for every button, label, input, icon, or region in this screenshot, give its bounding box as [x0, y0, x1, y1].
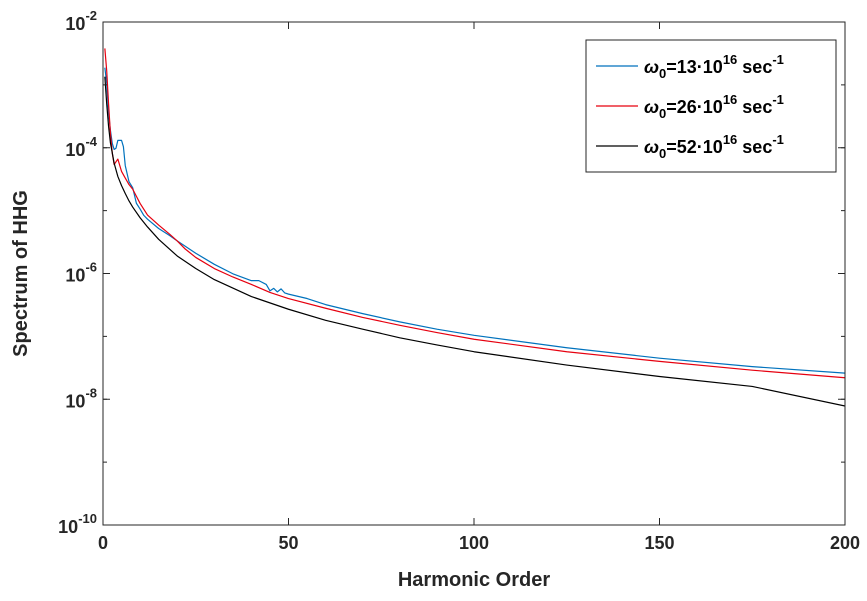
y-axis-label: Spectrum of HHG [10, 190, 32, 357]
legend-label-1: ω0=13·1016 sec-1 [644, 52, 784, 81]
x-tick-label: 100 [459, 533, 489, 553]
series-line-3 [104, 76, 845, 407]
y-tick-label: 10-8 [65, 385, 97, 411]
x-tick-label: 0 [98, 533, 108, 553]
legend: ω0=13·1016 sec-1 ω0=26·1016 sec-1 ω0=52·10… [585, 39, 837, 173]
y-tick-label: 10-10 [58, 511, 97, 537]
y-tick-label: 10-2 [65, 8, 97, 34]
legend-label-3: ω0=52·1016 sec-1 [644, 132, 784, 161]
series-line-1 [104, 67, 845, 374]
plot-area [104, 48, 845, 407]
x-axis-label: Harmonic Order [398, 569, 550, 591]
x-tick-label: 200 [830, 533, 860, 553]
x-tick-label: 50 [278, 533, 298, 553]
y-tick-label: 10-4 [65, 134, 97, 160]
legend-label-2: ω0=26·1016 sec-1 [644, 92, 784, 121]
axes: 0 50 100 150 200 10-10 10-8 10-6 10-4 10-2 Harmoni… [10, 8, 860, 591]
y-tick-label: 10-6 [65, 260, 97, 286]
x-tick-label: 150 [644, 533, 674, 553]
